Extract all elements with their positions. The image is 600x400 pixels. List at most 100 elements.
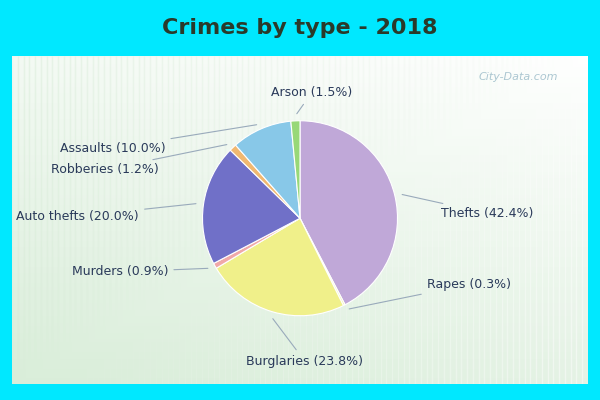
Bar	[64, 56, 70, 384]
Bar	[242, 56, 248, 384]
Bar	[29, 56, 35, 384]
Bar	[438, 56, 444, 384]
Bar	[12, 217, 588, 220]
Bar	[58, 56, 64, 384]
Bar	[139, 56, 145, 384]
Wedge shape	[291, 121, 300, 218]
Bar	[271, 56, 277, 384]
Bar	[12, 105, 588, 108]
Bar	[311, 56, 317, 384]
Bar	[358, 56, 364, 384]
Bar	[208, 56, 214, 384]
Bar	[530, 56, 536, 384]
Bar	[116, 56, 121, 384]
Bar	[12, 190, 588, 194]
Bar	[12, 204, 588, 207]
Bar	[553, 56, 559, 384]
Bar	[12, 125, 588, 128]
Bar	[12, 243, 588, 246]
Bar	[12, 364, 588, 368]
Bar	[150, 56, 156, 384]
Bar	[12, 305, 588, 308]
Bar	[260, 56, 265, 384]
Bar	[317, 56, 323, 384]
Bar	[12, 289, 588, 292]
Bar	[12, 151, 588, 154]
Bar	[12, 279, 588, 282]
Bar	[162, 56, 167, 384]
Bar	[12, 226, 588, 230]
Text: Assaults (10.0%): Assaults (10.0%)	[60, 125, 257, 154]
Bar	[202, 56, 208, 384]
Bar	[47, 56, 52, 384]
Bar	[346, 56, 352, 384]
Bar	[12, 86, 588, 89]
Bar	[12, 308, 588, 312]
Bar	[12, 348, 588, 351]
Bar	[12, 89, 588, 92]
Bar	[450, 56, 455, 384]
Bar	[18, 56, 23, 384]
Bar	[12, 210, 588, 214]
Bar	[524, 56, 530, 384]
Bar	[12, 371, 588, 374]
Bar	[12, 82, 588, 86]
Bar	[12, 118, 588, 122]
Bar	[467, 56, 473, 384]
Bar	[577, 56, 582, 384]
Bar	[380, 56, 386, 384]
Bar	[12, 230, 588, 233]
Bar	[12, 214, 588, 217]
Bar	[12, 374, 588, 378]
Bar	[41, 56, 47, 384]
Bar	[12, 318, 588, 322]
Bar	[70, 56, 76, 384]
Bar	[479, 56, 484, 384]
Text: Arson (1.5%): Arson (1.5%)	[271, 86, 352, 114]
Bar	[12, 341, 588, 345]
Bar	[12, 286, 588, 289]
Bar	[12, 256, 588, 259]
Bar	[12, 144, 588, 148]
Bar	[191, 56, 196, 384]
Bar	[404, 56, 409, 384]
Bar	[12, 99, 588, 102]
Bar	[369, 56, 375, 384]
Bar	[12, 328, 588, 332]
Bar	[12, 66, 588, 69]
Bar	[12, 302, 588, 305]
Bar	[542, 56, 548, 384]
Bar	[167, 56, 173, 384]
Bar	[35, 56, 41, 384]
Bar	[12, 272, 588, 276]
Bar	[12, 128, 588, 132]
Bar	[185, 56, 191, 384]
Bar	[173, 56, 179, 384]
Bar	[248, 56, 254, 384]
Bar	[409, 56, 415, 384]
Bar	[519, 56, 524, 384]
Bar	[12, 233, 588, 236]
Bar	[145, 56, 150, 384]
Bar	[12, 322, 588, 325]
Bar	[98, 56, 104, 384]
Bar	[490, 56, 496, 384]
Bar	[300, 56, 306, 384]
Bar	[12, 240, 588, 243]
Bar	[398, 56, 404, 384]
Bar	[236, 56, 242, 384]
Bar	[12, 282, 588, 286]
Text: Crimes by type - 2018: Crimes by type - 2018	[162, 18, 438, 38]
Text: Auto thefts (20.0%): Auto thefts (20.0%)	[16, 204, 196, 223]
Bar	[76, 56, 81, 384]
Wedge shape	[300, 121, 397, 305]
Bar	[536, 56, 542, 384]
Bar	[81, 56, 87, 384]
Wedge shape	[216, 218, 343, 316]
Bar	[496, 56, 502, 384]
Bar	[220, 56, 225, 384]
Bar	[12, 164, 588, 168]
Bar	[323, 56, 329, 384]
Bar	[12, 325, 588, 328]
Bar	[12, 263, 588, 266]
